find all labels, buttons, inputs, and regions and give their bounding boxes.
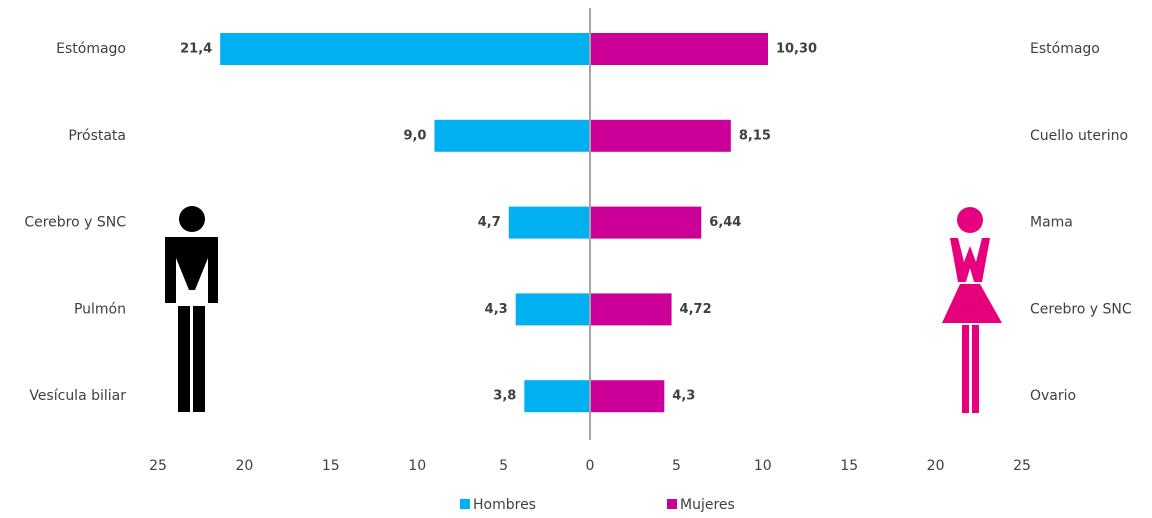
- value-label: 4,7: [478, 215, 501, 230]
- category-label: Próstata: [68, 128, 126, 144]
- category-label: Cerebro y SNC: [24, 215, 126, 231]
- category-label: Cerebro y SNC: [1030, 301, 1132, 317]
- bar: [590, 206, 702, 239]
- x-tick-label: 0: [586, 458, 595, 474]
- category-label: Estómago: [1030, 41, 1100, 57]
- value-label: 4,72: [680, 302, 712, 317]
- category-label: Estómago: [56, 41, 126, 57]
- bar: [220, 33, 590, 65]
- value-label: 10,30: [776, 42, 817, 57]
- x-tick-label: 25: [1013, 458, 1031, 474]
- legend-swatch: [460, 499, 470, 509]
- value-label: 3,8: [493, 389, 516, 404]
- x-tick-label: 20: [235, 458, 253, 474]
- x-tick-label: 5: [499, 458, 508, 474]
- value-label: 21,4: [180, 42, 212, 57]
- value-label: 4,3: [485, 302, 508, 317]
- value-label: 4,3: [672, 389, 695, 404]
- bar: [508, 206, 590, 239]
- category-label: Pulmón: [74, 301, 126, 317]
- value-label: 8,15: [739, 128, 771, 143]
- man-icon: [165, 206, 218, 412]
- category-label: Mama: [1030, 215, 1073, 231]
- x-tick-label: 15: [840, 458, 858, 474]
- legend-swatch: [667, 499, 677, 509]
- value-label: 6,44: [709, 215, 741, 230]
- bar: [590, 293, 672, 326]
- category-label: Ovario: [1030, 388, 1076, 404]
- bar: [590, 380, 665, 413]
- x-tick-label: 15: [322, 458, 340, 474]
- category-label: Cuello uterino: [1030, 128, 1128, 144]
- x-tick-label: 25: [149, 458, 167, 474]
- category-label: Vesícula biliar: [29, 388, 126, 404]
- bar: [590, 119, 731, 152]
- x-tick-label: 10: [408, 458, 426, 474]
- x-tick-label: 5: [672, 458, 681, 474]
- x-tick-label: 10: [754, 458, 772, 474]
- x-tick-label: 20: [927, 458, 945, 474]
- legend-label: Mujeres: [680, 497, 735, 513]
- bar: [524, 380, 590, 413]
- legend-label: Hombres: [473, 497, 536, 513]
- bar: [590, 33, 768, 65]
- bar: [434, 119, 590, 152]
- bar: [515, 293, 590, 326]
- woman-icon: [942, 207, 1002, 413]
- value-label: 9,0: [403, 128, 426, 143]
